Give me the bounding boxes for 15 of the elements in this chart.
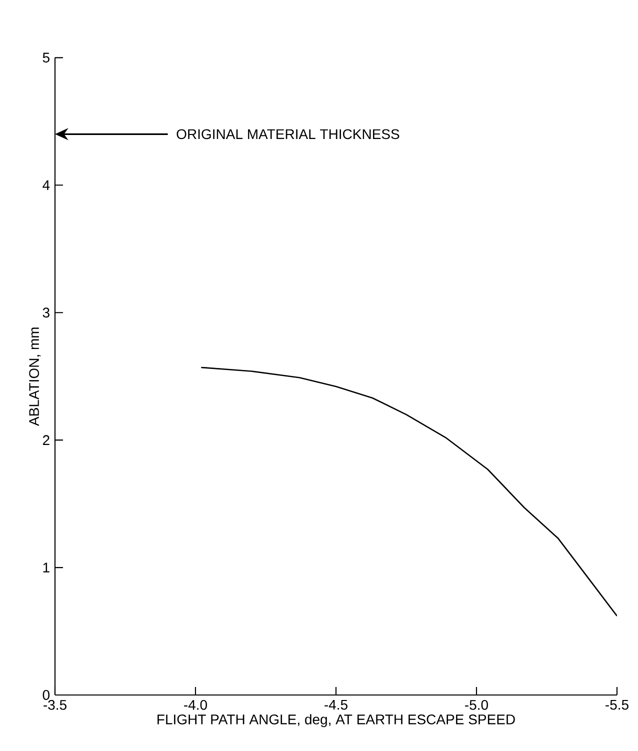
x-tick-label: -5.0 [465, 700, 488, 710]
y-tick-label: 4 [42, 180, 50, 190]
y-tick-label: 2 [42, 435, 50, 445]
x-tick-label: -3.5 [44, 700, 66, 710]
y-tick-label: 1 [43, 562, 50, 572]
y-axis-title: ABLATION, mm [29, 328, 41, 426]
y-tick-label: 5 [42, 52, 50, 63]
annotation: ORIGINAL MATERIAL THICKNESS [176, 129, 400, 140]
y-tick-label: 0 [42, 690, 50, 700]
x-tick-label: -4.5 [324, 700, 348, 710]
x-tick-label: -4.0 [184, 700, 207, 710]
line-series [200, 366, 617, 617]
y-tick-label: 3 [42, 308, 50, 318]
x-axis-title: FLIGHT PATH ANGLE, deg, AT EARTH ESCAPE SPEED [158, 714, 515, 728]
x-tick-label: -5.5 [606, 700, 628, 710]
